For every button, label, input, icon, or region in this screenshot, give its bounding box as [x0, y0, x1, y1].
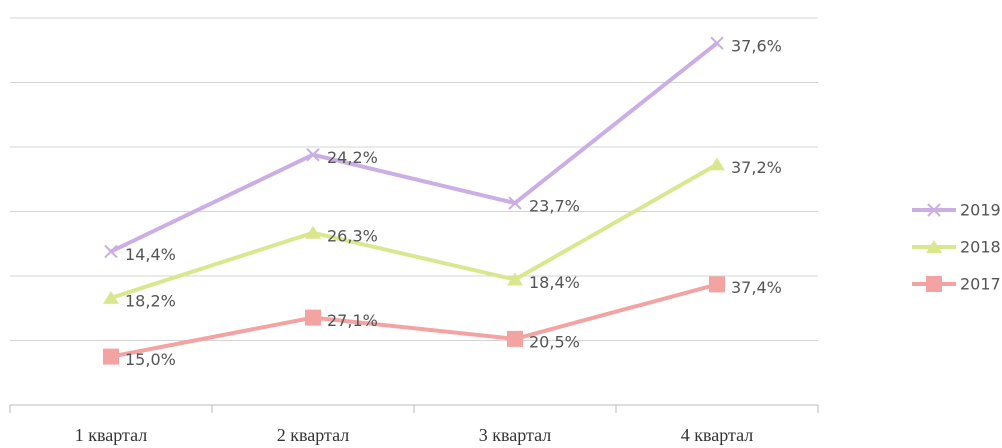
legend-label: 2019: [960, 201, 1001, 220]
x-tick-label: 3 квартал: [479, 425, 551, 445]
marker: [709, 157, 725, 171]
legend-label: 2018: [960, 238, 1001, 257]
data-label: 20,5%: [529, 332, 580, 351]
data-label: 15,0%: [125, 350, 176, 369]
marker: [305, 309, 321, 326]
data-label: 37,4%: [731, 278, 782, 297]
data-label: 18,4%: [529, 273, 580, 292]
marker: [306, 148, 320, 162]
data-label: 18,2%: [125, 291, 176, 310]
marker: [507, 330, 523, 347]
x-tick-label: 2 квартал: [277, 425, 349, 445]
marker: [508, 196, 522, 210]
marker: [305, 225, 321, 239]
marker: [104, 244, 118, 259]
series-line: [110, 41, 719, 254]
data-label: 24,2%: [327, 148, 378, 167]
series-line: [110, 282, 718, 359]
series-line: [110, 162, 718, 300]
marker: [507, 272, 523, 286]
data-label: 27,1%: [327, 311, 378, 330]
marker: [710, 36, 724, 50]
legend-marker: [926, 240, 942, 253]
data-label: 23,7%: [529, 197, 580, 216]
marker: [103, 348, 119, 365]
legend-label: 2017: [960, 275, 1001, 294]
marker: [709, 276, 725, 293]
marker: [103, 290, 119, 304]
data-label: 37,6%: [731, 37, 782, 56]
legend-marker: [926, 276, 942, 292]
x-tick-label: 1 квартал: [75, 425, 147, 445]
legend-marker: [927, 203, 941, 217]
data-label: 26,3%: [327, 226, 378, 245]
data-label: 37,2%: [731, 158, 782, 177]
x-tick-label: 4 квартал: [681, 425, 753, 445]
data-label: 14,4%: [125, 245, 176, 264]
